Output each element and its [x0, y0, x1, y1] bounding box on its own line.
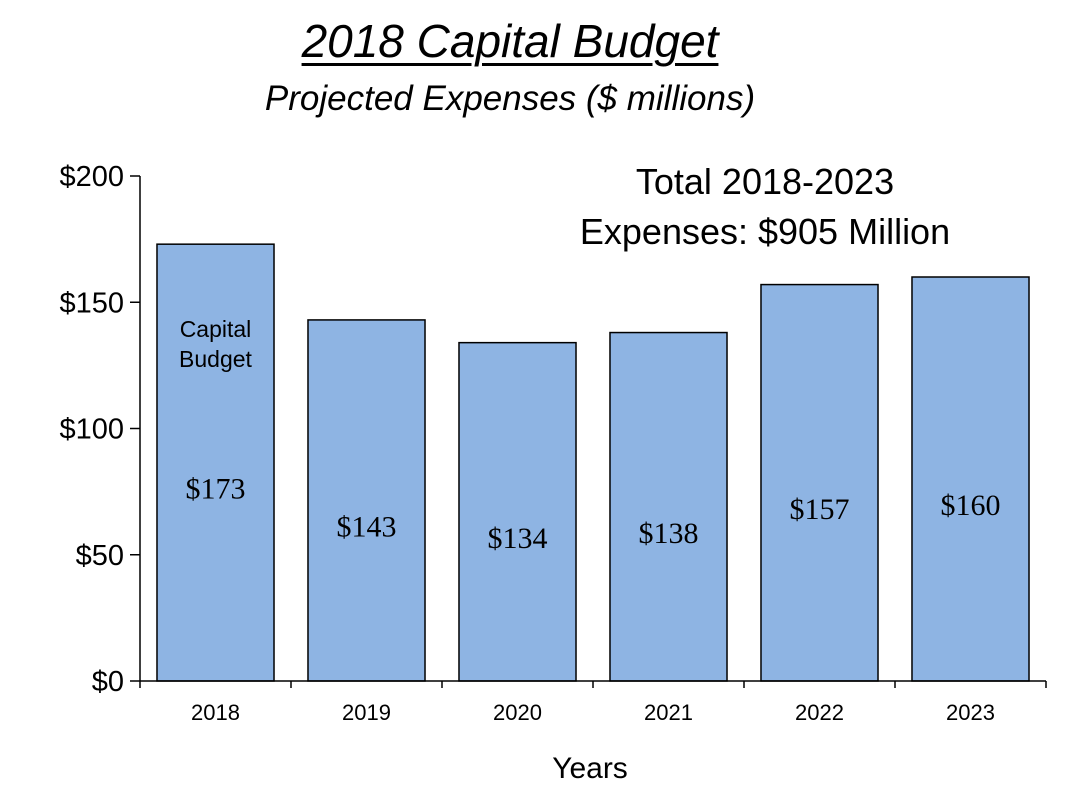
data-label-2021: $138 [639, 517, 699, 550]
x-tick-label-2018: 2018 [191, 700, 240, 725]
y-tick-label: $0 [92, 666, 124, 698]
data-label-2023: $160 [941, 489, 1001, 522]
y-tick-label: $50 [76, 540, 124, 572]
series-label-line-1: Capital [180, 316, 252, 342]
data-label-2018: $173 [186, 473, 246, 506]
bar-2020 [458, 341, 577, 682]
bars-group [156, 243, 1030, 682]
x-tick-label-2019: 2019 [342, 700, 391, 725]
x-axis-title: Years [552, 752, 628, 785]
data-label-2019: $143 [337, 510, 397, 543]
x-tick-label-2021: 2021 [644, 700, 693, 725]
y-tick-label: $100 [59, 414, 124, 446]
chart-subtitle: Projected Expenses ($ millions) [264, 79, 756, 118]
x-tick-label-2022: 2022 [795, 700, 844, 725]
x-tick-label-2023: 2023 [946, 700, 995, 725]
x-tick-label-2020: 2020 [493, 700, 542, 725]
y-tick-label: $150 [59, 287, 124, 319]
axes-group [130, 175, 1047, 688]
data-label-2022: $157 [790, 493, 850, 526]
data-label-2020: $134 [488, 522, 548, 555]
y-tick-label: $200 [59, 161, 124, 193]
total-annotation-line-1: Total 2018-2023 [636, 161, 894, 202]
labels-group: $173 $143 $134 $138 $157 $160 Capital Budget $0 $… [59, 161, 1000, 785]
bar-2023 [911, 276, 1030, 682]
series-label-line-2: Budget [179, 346, 253, 372]
bar-2019 [307, 319, 426, 682]
total-annotation-line-2: Expenses: $905 Million [580, 211, 950, 252]
bar-2022 [760, 283, 879, 682]
bar-2021 [609, 331, 728, 682]
bar-2018 [156, 243, 275, 682]
chart-title: 2018 Capital Budget [301, 15, 719, 67]
